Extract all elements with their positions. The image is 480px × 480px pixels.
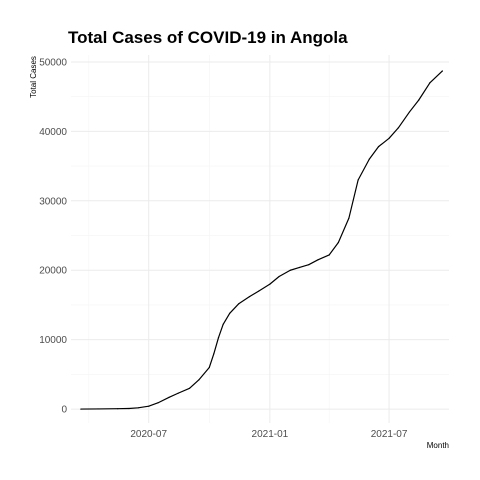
x-tick-label: 2020-07 bbox=[130, 429, 167, 440]
data-point bbox=[248, 296, 251, 298]
data-point bbox=[213, 352, 215, 355]
data-point bbox=[348, 217, 350, 219]
data-point bbox=[198, 379, 200, 381]
data-point bbox=[137, 407, 139, 409]
data-point bbox=[269, 283, 271, 285]
data-point bbox=[337, 241, 339, 244]
data-point bbox=[217, 337, 220, 339]
data-point bbox=[208, 366, 210, 369]
y-tick-label: 40000 bbox=[39, 127, 67, 138]
data-point bbox=[117, 408, 119, 410]
y-tick-label: 10000 bbox=[39, 335, 67, 346]
data-point bbox=[188, 387, 191, 389]
data-point bbox=[148, 405, 150, 407]
data-point bbox=[229, 312, 231, 314]
data-point bbox=[80, 408, 82, 410]
data-point bbox=[441, 70, 444, 72]
series-layer bbox=[80, 70, 444, 410]
data-point bbox=[128, 407, 130, 410]
y-tick-label: 0 bbox=[61, 405, 67, 416]
y-tick-label: 50000 bbox=[39, 57, 67, 68]
data-point bbox=[97, 408, 99, 410]
data-point bbox=[357, 179, 359, 181]
y-tick-label: 20000 bbox=[39, 266, 67, 277]
data-point bbox=[368, 158, 370, 160]
x-tick-label: 2021-01 bbox=[252, 429, 289, 440]
data-point bbox=[429, 82, 431, 84]
chart-title: Total Cases of COVID-19 in Angola bbox=[68, 28, 348, 47]
data-point bbox=[397, 127, 399, 129]
y-tick-label: 30000 bbox=[39, 196, 67, 207]
x-tick-label: 2021-07 bbox=[371, 429, 408, 440]
data-point bbox=[238, 302, 240, 305]
x-axis-ticks: 2020-07 2021-01 2021-07 bbox=[130, 429, 408, 440]
data-point bbox=[177, 392, 179, 394]
data-point bbox=[388, 137, 390, 139]
y-axis-ticks: 0 10000 20000 30000 40000 50000 bbox=[39, 57, 67, 415]
series-line-0 bbox=[80, 70, 443, 410]
data-point bbox=[289, 269, 291, 271]
x-axis-label: Month bbox=[427, 441, 449, 450]
y-axis-label: Total Cases bbox=[29, 56, 38, 98]
data-point bbox=[308, 264, 310, 266]
data-point bbox=[408, 111, 411, 113]
data-point bbox=[168, 396, 170, 398]
data-point bbox=[298, 266, 301, 269]
data-point bbox=[258, 290, 260, 292]
grid bbox=[71, 55, 449, 423]
data-point bbox=[157, 402, 159, 404]
data-point bbox=[418, 99, 420, 101]
data-point bbox=[328, 254, 330, 256]
data-point bbox=[317, 259, 319, 261]
data-point bbox=[377, 146, 380, 148]
data-point bbox=[278, 275, 280, 278]
data-point bbox=[222, 323, 224, 325]
